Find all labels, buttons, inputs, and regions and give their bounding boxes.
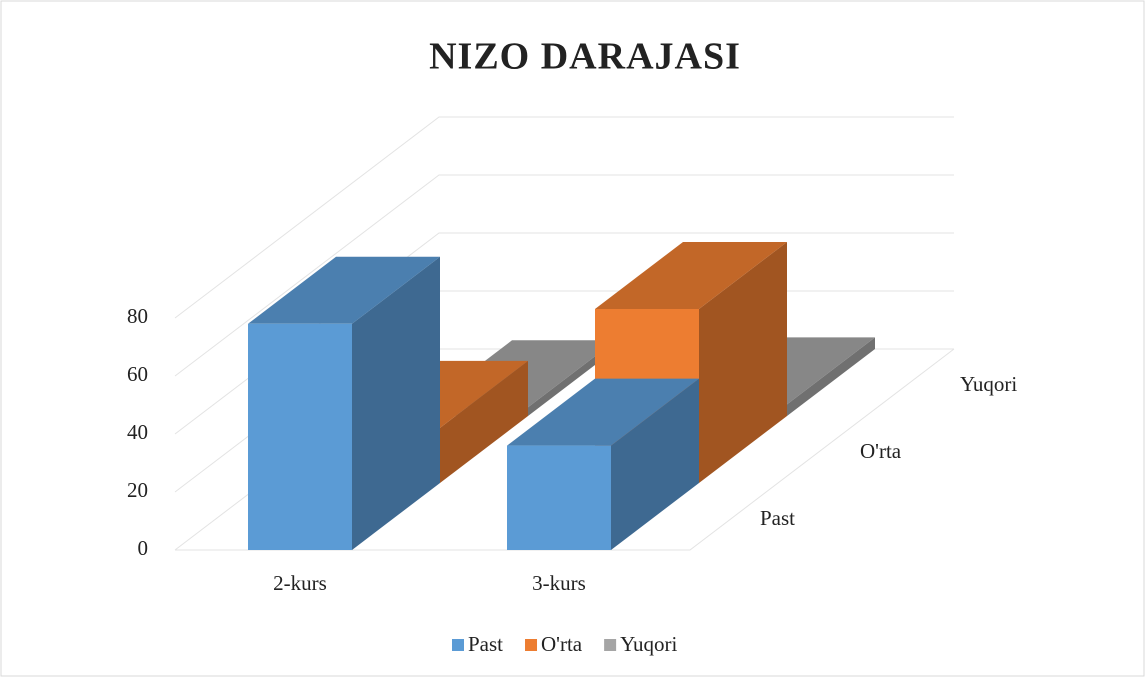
bar [507, 378, 699, 550]
depth-label: Yuqori [960, 372, 1017, 396]
legend-label: O'rta [541, 632, 583, 656]
legend-label: Past [468, 632, 503, 656]
legend-swatch [525, 639, 538, 651]
legend-swatch [604, 639, 617, 651]
bar-side [440, 360, 528, 483]
legend-swatch [452, 639, 464, 651]
x-tick-label: 3-kurs [532, 571, 586, 595]
y-tick-label: 80 [127, 304, 148, 328]
y-tick-label: 20 [127, 478, 148, 502]
grid-line [174, 174, 954, 377]
bar-front [507, 445, 611, 550]
bar-top [248, 256, 440, 324]
bar-side [528, 340, 616, 416]
bar-top [595, 242, 787, 309]
y-tick-label: 0 [138, 536, 149, 560]
x-tick-label: 2-kurs [273, 571, 327, 595]
y-tick-label: 40 [127, 420, 148, 444]
bar [248, 256, 440, 550]
bar-side [352, 256, 440, 550]
bar-side [787, 337, 875, 416]
chart-title: NIZO DARAJASI [429, 36, 741, 78]
bar-front [248, 323, 352, 550]
depth-label: Past [760, 506, 795, 530]
legend-label: Yuqori [620, 632, 677, 656]
y-tick-label: 60 [127, 362, 148, 386]
bar-side [611, 378, 699, 550]
bar-top [507, 378, 699, 446]
depth-label: O'rta [860, 439, 902, 463]
bar-side [699, 242, 787, 483]
grid-line [174, 116, 954, 319]
